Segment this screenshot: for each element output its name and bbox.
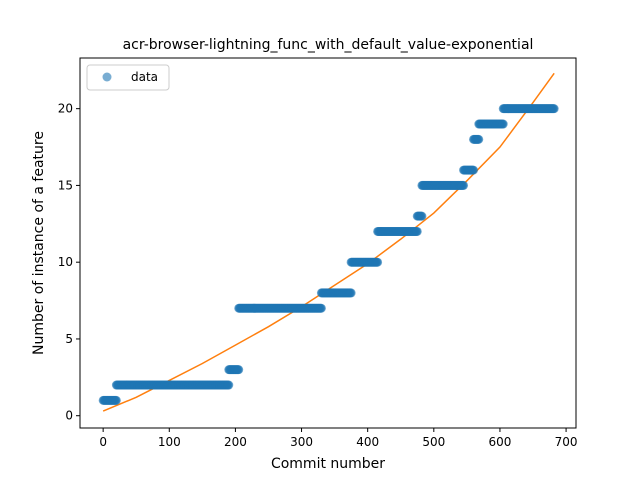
data-point [474,134,484,144]
x-axis-label: Commit number [271,456,385,472]
y-tick-label: 10 [58,255,73,269]
x-tick-label: 100 [158,435,181,449]
data-point [316,303,326,313]
x-tick-label: 600 [488,435,511,449]
x-tick-label: 200 [224,435,247,449]
data-point [111,395,121,405]
data-point [224,380,234,390]
y-tick-label: 20 [58,102,73,116]
points-layer [98,104,559,405]
x-axis: 0 100 200 300 400 500 600 700 [99,428,578,449]
chart-title: acr-browser-lightning_func_with_default_… [123,37,534,53]
plot-area [79,57,577,429]
x-tick-label: 500 [422,435,445,449]
data-point [468,165,478,175]
fit-layer [102,72,555,412]
y-tick-label: 5 [65,332,73,346]
data-point [412,226,422,236]
data-point [417,211,427,221]
y-tick-label: 0 [65,409,73,423]
x-tick-label: 400 [356,435,379,449]
data-point [346,288,356,298]
x-tick-label: 0 [99,435,107,449]
data-point [459,180,469,190]
y-axis-label: Number of instance of a feature [31,131,47,355]
legend-label-data: data [131,70,158,84]
data-point [234,365,244,375]
data-point [549,104,559,114]
x-tick-label: 700 [555,435,578,449]
plot-frame [79,57,577,429]
data-point [373,257,383,267]
legend-marker-data [102,72,112,82]
x-tick-label: 300 [290,435,313,449]
legend-box [86,64,170,91]
y-axis: 0 5 10 15 20 [58,102,80,423]
legend: data [86,64,170,91]
fit-line [102,72,555,412]
y-tick-label: 15 [58,178,73,192]
data-point [498,119,508,129]
